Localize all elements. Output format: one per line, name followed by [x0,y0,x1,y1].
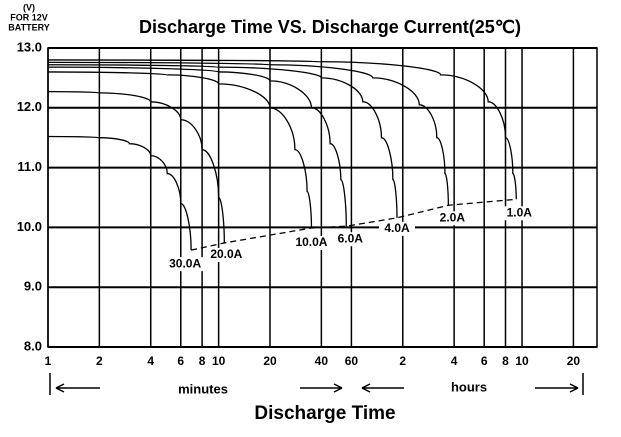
discharge-curve [47,71,313,228]
x-tick-label: 8 [502,354,509,368]
y-tick-label: 11.0 [17,159,42,174]
series-label: 20.0A [210,247,242,261]
series-label: 6.0A [338,231,364,245]
x-tick-label: 10 [515,354,529,368]
x-tick-label: 20 [567,354,581,368]
discharge-curve [47,59,517,200]
discharge-curve [47,91,225,243]
label-bg [167,257,204,272]
series-label: 1.0A [507,205,533,219]
series-label: 30.0A [169,256,201,270]
x-tick-label: 1 [45,354,52,368]
y-axis-label: BATTERY [8,22,50,32]
discharge-curve [47,61,450,206]
label-bg [434,211,471,226]
bracket [49,373,584,395]
chart-title: Discharge Time VS. Discharge Current(25℃… [139,17,521,37]
arrow [55,383,100,393]
x-tick-label: 2 [96,354,103,368]
x-tick-label: 40 [315,354,329,368]
series-label: 4.0A [384,221,410,235]
discharge-curve [47,66,347,227]
arrow [300,383,343,393]
discharge-curve [47,64,398,218]
discharge-curve [47,135,192,251]
time-brackets [49,373,584,395]
annotation: minutes [178,381,228,396]
x-axis-label: Discharge Time [254,403,395,424]
y-tick-label: 13.0 [17,39,42,54]
annotation: hours [451,379,487,394]
series-label: 2.0A [440,210,466,224]
x-tick-label: 10 [212,354,226,368]
series-label: 10.0A [295,235,327,249]
y-tick-label: 9.0 [24,279,42,294]
cutoff-line [190,198,517,251]
y-tick-label: 12.0 [17,99,42,114]
y-axis-label: (V) [23,2,35,12]
y-axis-label: FOR 12V [10,12,48,22]
x-tick-label: 60 [345,354,359,368]
x-tick-label: 6 [481,354,488,368]
label-bg [293,235,330,250]
x-tick-label: 6 [177,354,184,368]
x-tick-label: 20 [263,354,277,368]
x-tick-label: 4 [451,354,458,368]
y-tick-label: 8.0 [24,338,42,353]
arrow [535,383,579,393]
x-tick-label: 8 [199,354,206,368]
x-tick-label: 4 [147,354,154,368]
label-bg [501,206,538,221]
plot-frame [47,47,598,348]
label-bg [208,247,245,262]
label-bg [378,221,415,236]
arrow [361,383,404,393]
label-bg [332,232,369,247]
y-tick-label: 10.0 [17,219,42,234]
x-tick-label: 2 [399,354,406,368]
